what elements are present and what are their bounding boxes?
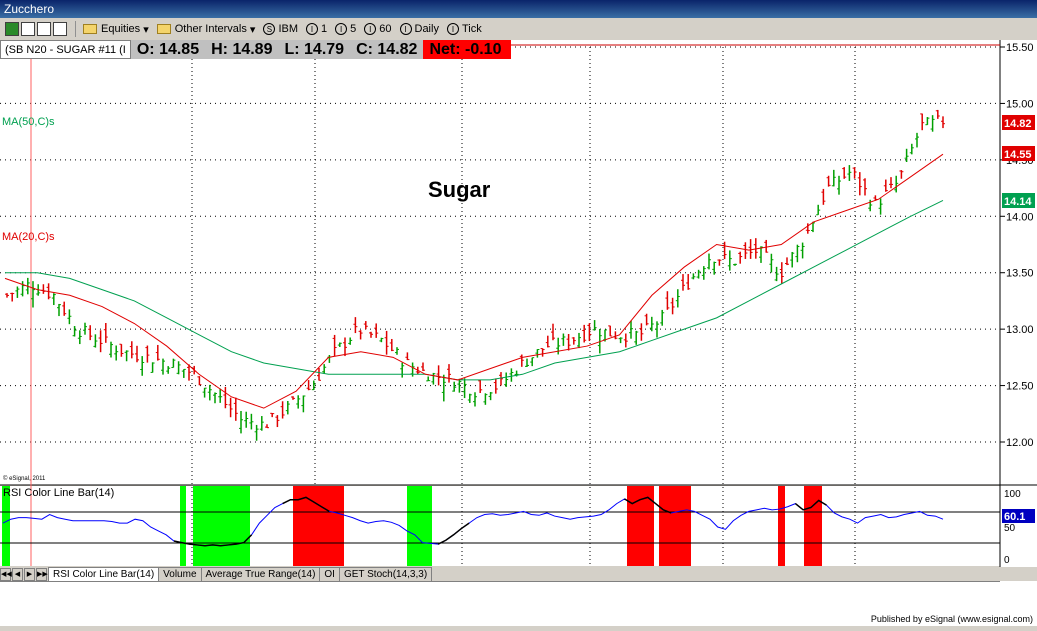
- window-title: Zucchero: [4, 2, 55, 16]
- interval-5-label: 5: [350, 23, 357, 35]
- rsi-label: RSI Color Line Bar(14): [3, 487, 114, 499]
- ma20-badge: [1002, 146, 1035, 161]
- ibm-label: IBM: [278, 23, 298, 35]
- rsi-axis-0: 0: [1004, 555, 1010, 566]
- rsi-color-bar: [193, 486, 250, 566]
- rsi-color-bar: [804, 486, 822, 566]
- ma20-label: MA(20,C)s: [2, 231, 55, 243]
- interval-daily-button[interactable]: I Daily: [396, 20, 443, 38]
- chart-title: Sugar: [428, 177, 491, 202]
- interval-circle-icon: I: [335, 23, 348, 35]
- rsi-pane-bg: [0, 486, 1000, 566]
- rsi-extreme-line: [437, 522, 470, 545]
- folder-icon: [83, 24, 97, 34]
- rsi-color-bar: [627, 486, 654, 566]
- ma50-value: 14.14: [1004, 196, 1032, 208]
- interval-circle-icon: I: [446, 23, 459, 35]
- tab-rsi[interactable]: RSI Color Line Bar(14): [48, 567, 160, 581]
- tab-atr[interactable]: Average True Range(14): [200, 567, 321, 581]
- interval-60-label: 60: [379, 23, 392, 35]
- ma50-label: MA(50,C)s: [2, 116, 55, 128]
- folder-icon: [156, 24, 171, 34]
- rsi-current-badge: [1002, 509, 1035, 523]
- layout-icon[interactable]: [53, 22, 67, 36]
- rsi-extreme-line: [624, 496, 672, 514]
- interval-tick-button[interactable]: I Tick: [443, 20, 486, 38]
- rsi-extreme-line: [794, 499, 827, 511]
- interval-60-button[interactable]: I 60: [360, 20, 395, 38]
- interval-1-label: 1: [321, 23, 328, 35]
- last-tab-arrow-icon[interactable]: ▶▶: [36, 567, 48, 581]
- interval-tick-label: Tick: [461, 23, 482, 35]
- rsi-extreme-line: [173, 534, 253, 547]
- copyright: © eSignal, 2011: [3, 475, 46, 482]
- ohlc-bars: [5, 109, 945, 441]
- ma20-line: [4, 153, 944, 409]
- interval-daily-label: Daily: [414, 23, 439, 35]
- y-tick-label: 13.50: [1006, 268, 1034, 280]
- chart-area[interactable]: 15.5015.0014.5014.0013.5013.0012.5012.00…: [0, 40, 1037, 626]
- rsi-extreme-line: [282, 496, 330, 513]
- other-intervals-menu[interactable]: Other Intervals ▾: [153, 20, 260, 38]
- y-tick-label: 14.00: [1006, 211, 1034, 223]
- price-pane-bg: [0, 40, 1000, 485]
- study-tabs: ◀◀ ◀ ▶ ▶▶ RSI Color Line Bar(14) Volume …: [0, 567, 1000, 581]
- grid-icon[interactable]: [21, 22, 35, 36]
- rsi-color-bar: [293, 486, 344, 566]
- quote-bar: (SB N20 - SUGAR #11 (I O: 14.85 H: 14.89…: [0, 40, 512, 59]
- symbol-label[interactable]: (SB N20 - SUGAR #11 (I: [0, 40, 131, 59]
- open-value: O: 14.85: [130, 40, 206, 59]
- rsi-color-bar: [659, 486, 691, 566]
- high-value: H: 14.89: [205, 40, 279, 59]
- copy-icon[interactable]: [37, 22, 51, 36]
- prev-tab-arrow-icon[interactable]: ◀: [12, 567, 23, 581]
- y-tick-label: 12.50: [1006, 381, 1034, 393]
- footer-credit: Published by eSignal (www.esignal.com): [870, 614, 1033, 624]
- toolbar-separator: [75, 21, 76, 37]
- rsi-current-value: 60.1: [1004, 511, 1025, 523]
- y-tick-label: 12.00: [1006, 437, 1034, 449]
- y-tick-label: 15.00: [1006, 98, 1034, 110]
- rsi-color-bar: [180, 486, 186, 566]
- chart-icon[interactable]: [5, 22, 19, 36]
- equities-menu[interactable]: Equities ▾: [79, 20, 153, 38]
- rsi-axis-100: 100: [1004, 489, 1021, 500]
- rsi-axis-50: 50: [1004, 523, 1016, 534]
- other-intervals-label: Other Intervals: [174, 23, 247, 35]
- rsi-color-bar: [778, 486, 785, 566]
- date-axis-bg: [0, 581, 1037, 626]
- last-price-badge: [1002, 115, 1035, 130]
- net-change-value: Net: -0.10: [423, 40, 512, 59]
- rsi-color-bars: [2, 486, 822, 566]
- y-tick-label: 13.00: [1006, 324, 1034, 336]
- tab-stoch[interactable]: GET Stoch(14,3,3): [338, 567, 433, 581]
- first-tab-arrow-icon[interactable]: ◀◀: [0, 567, 12, 581]
- symbol-ibm-button[interactable]: S IBM: [259, 20, 302, 38]
- interval-circle-icon: I: [364, 23, 377, 35]
- rsi-line: [2, 496, 944, 547]
- low-value: L: 14.79: [278, 40, 351, 59]
- last-price-value: 14.82: [1004, 118, 1032, 130]
- symbol-circle-icon: S: [263, 23, 276, 35]
- equities-label: Equities: [101, 23, 141, 35]
- price-chart-svg[interactable]: 15.5015.0014.5014.0013.5013.0012.5012.00…: [0, 40, 1037, 626]
- close-value: C: 14.82: [350, 40, 424, 59]
- interval-circle-icon: I: [399, 23, 412, 35]
- y-tick-label: 15.50: [1006, 42, 1034, 54]
- next-tab-arrow-icon[interactable]: ▶: [24, 567, 35, 581]
- rsi-color-bar: [2, 486, 10, 566]
- ma20-value: 14.55: [1004, 149, 1032, 161]
- interval-circle-icon: I: [306, 23, 318, 35]
- rsi-color-bar: [407, 486, 432, 566]
- toolbar-icons: [0, 20, 72, 38]
- ma50-badge: [1002, 193, 1035, 208]
- tab-oi[interactable]: OI: [319, 567, 340, 581]
- vertical-gridlines: [191, 47, 856, 566]
- tab-volume[interactable]: Volume: [158, 567, 202, 581]
- ma50-line: [5, 200, 944, 381]
- window-title-bar: Zucchero: [0, 0, 1037, 18]
